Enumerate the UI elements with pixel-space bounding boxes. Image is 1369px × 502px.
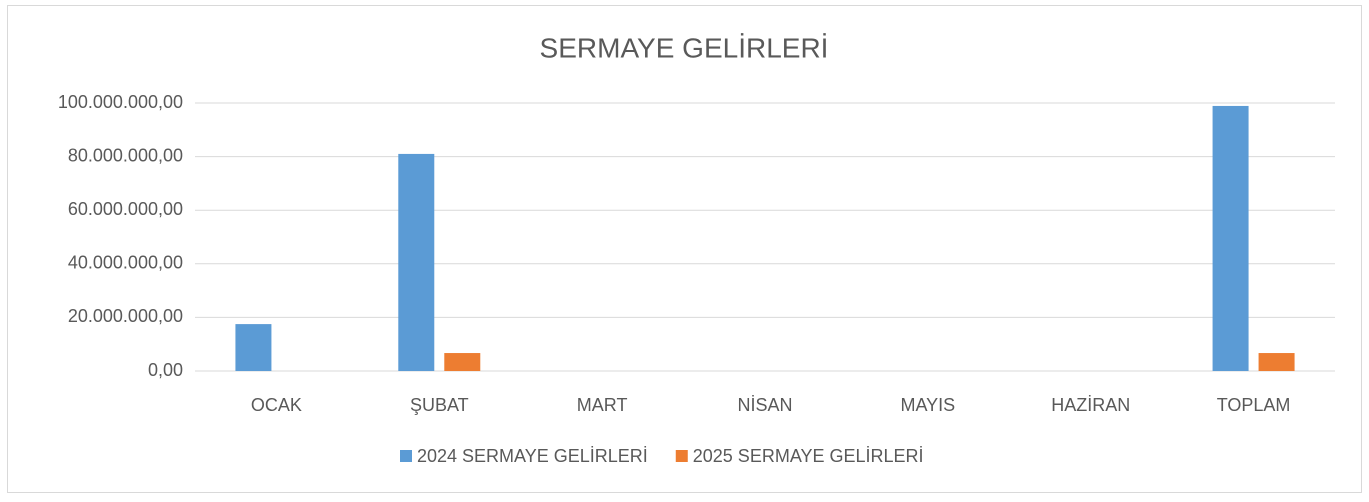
y-tick-label: 100.000.000,00 <box>58 92 183 112</box>
bar <box>1212 105 1249 371</box>
y-tick-label: 0,00 <box>148 360 183 380</box>
x-tick-label: ŞUBAT <box>410 395 469 415</box>
chart-title: SERMAYE GELİRLERİ <box>540 32 829 63</box>
chart-border <box>7 5 1362 493</box>
legend-swatch <box>400 450 412 462</box>
legend-label: 2025 SERMAYE GELİRLERİ <box>693 446 924 466</box>
bar <box>398 153 435 371</box>
x-tick-label: MAYIS <box>901 395 956 415</box>
legend-swatch <box>675 450 688 462</box>
y-tick-label: 60.000.000,00 <box>68 199 183 219</box>
y-tick-label: 20.000.000,00 <box>68 306 183 326</box>
x-tick-label: MART <box>577 395 628 415</box>
bar <box>235 324 272 371</box>
bar <box>444 353 481 371</box>
x-tick-label: NİSAN <box>737 395 792 415</box>
y-tick-label: 40.000.000,00 <box>68 253 183 273</box>
y-tick-label: 80.000.000,00 <box>68 145 183 165</box>
x-tick-label: OCAK <box>251 395 302 415</box>
x-tick-label: TOPLAM <box>1217 395 1291 415</box>
x-tick-label: HAZİRAN <box>1051 395 1130 415</box>
bar <box>1258 353 1295 371</box>
legend-label: 2024 SERMAYE GELİRLERİ <box>417 446 648 466</box>
